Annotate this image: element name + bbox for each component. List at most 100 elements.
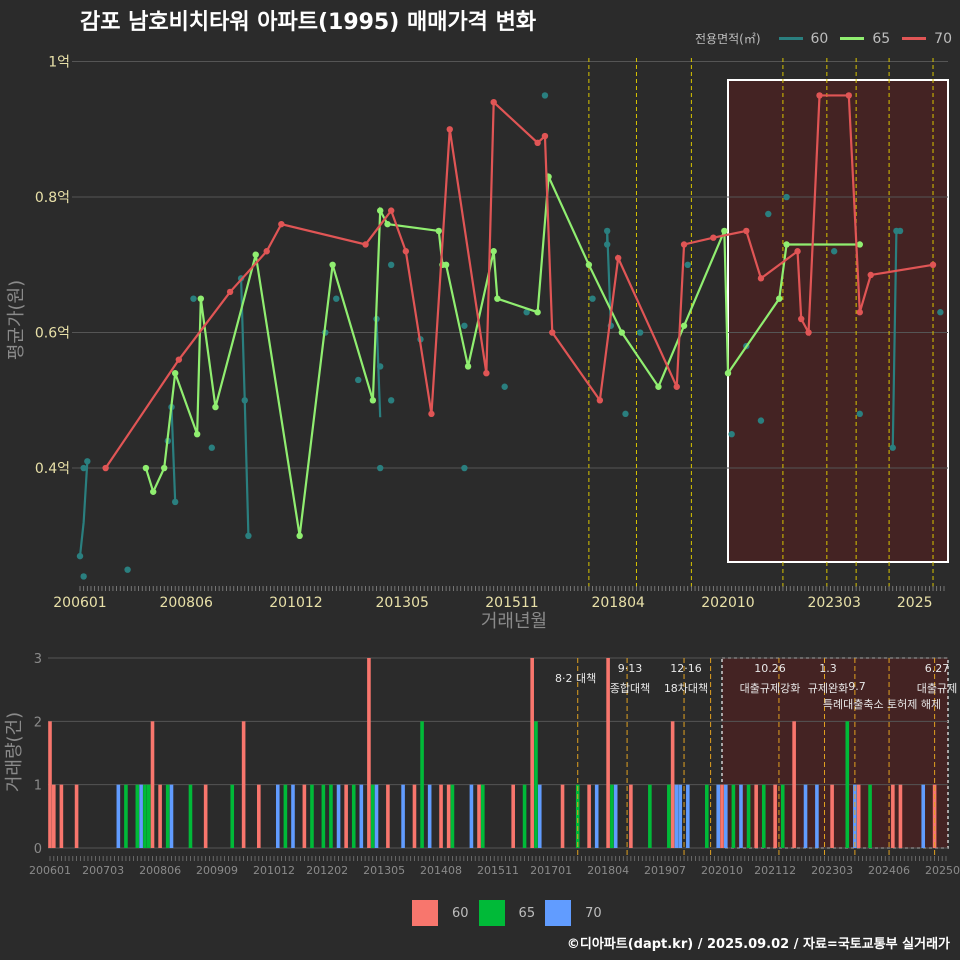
volume-bar-65 bbox=[370, 784, 375, 848]
top-legend-swatch-60 bbox=[778, 37, 803, 40]
volume-bar-70 bbox=[921, 784, 926, 848]
volume-bar-60 bbox=[898, 784, 903, 848]
series-point-70 bbox=[805, 329, 812, 336]
series-point-70 bbox=[446, 126, 453, 133]
volume-bar-65 bbox=[143, 784, 147, 848]
policy-annotation: 특례대출축소 토허제 해제 bbox=[823, 697, 941, 711]
volume-bar-65 bbox=[283, 784, 288, 848]
series-point-70 bbox=[710, 234, 717, 241]
volume-bar-70 bbox=[678, 784, 683, 848]
volume-bar-60 bbox=[891, 784, 895, 848]
series-point-65 bbox=[212, 403, 219, 411]
volume-bar-60 bbox=[150, 721, 155, 848]
volume-bar-60 bbox=[830, 784, 834, 848]
x-tick-label: 2025 bbox=[897, 595, 933, 611]
volume-bar-65 bbox=[534, 721, 538, 848]
series-point-60 bbox=[355, 376, 362, 384]
volume-bar-70 bbox=[594, 784, 599, 848]
series-point-60 bbox=[171, 498, 179, 506]
series-point-60 bbox=[333, 295, 340, 302]
volume-bar-70 bbox=[537, 784, 542, 848]
volume-bar-65 bbox=[420, 721, 424, 848]
y-tick-label: 0.4억 bbox=[35, 461, 70, 477]
series-point-70 bbox=[102, 464, 109, 472]
x-tick-label: 200601 bbox=[53, 595, 106, 611]
volume-bar-70 bbox=[374, 784, 379, 848]
series-point-70 bbox=[596, 397, 604, 404]
series-point-65 bbox=[435, 227, 442, 235]
volume-bar-60 bbox=[530, 658, 534, 848]
volume-bar-60 bbox=[446, 784, 451, 848]
policy-annotation: 8·2 대책 bbox=[555, 672, 596, 685]
source-footer: ©디아파트(dapt.kr) / 2025.09.02 / 자료=국토교통부 실… bbox=[566, 937, 950, 952]
volume-bar-65 bbox=[522, 784, 527, 848]
series-point-70 bbox=[278, 220, 285, 228]
series-point-65 bbox=[329, 261, 336, 268]
series-point-70 bbox=[614, 254, 622, 262]
bar-x-tick-label: 201907 bbox=[644, 864, 686, 877]
bar-y-axis-title: 거래량(건) bbox=[4, 712, 25, 792]
bar-x-tick-label: 201202 bbox=[306, 864, 348, 877]
y-axis-title: 평균가(원) bbox=[6, 280, 27, 360]
volume-bar-65 bbox=[329, 784, 333, 848]
volume-bar-60 bbox=[606, 658, 610, 848]
series-point-70 bbox=[757, 275, 765, 282]
top-legend: 전용면적(㎡) 60 65 70 bbox=[695, 30, 952, 47]
series-point-65 bbox=[384, 220, 391, 228]
series-point-65 bbox=[197, 295, 205, 302]
series-point-60 bbox=[387, 261, 395, 268]
bottom-legend-swatch-60 bbox=[412, 900, 438, 926]
bottom-legend-label-70: 70 bbox=[585, 905, 602, 921]
volume-bar-70 bbox=[803, 784, 808, 848]
series-point-70 bbox=[680, 241, 688, 248]
series-point-60 bbox=[636, 329, 644, 336]
series-point-70 bbox=[794, 248, 801, 255]
bar-y-tick-label: 3 bbox=[34, 652, 42, 667]
policy-annotation: 종합대책 bbox=[610, 682, 650, 695]
volume-bar-65 bbox=[351, 784, 356, 848]
series-point-60 bbox=[501, 383, 508, 390]
series-point-65 bbox=[171, 370, 179, 377]
series-point-60 bbox=[523, 309, 530, 316]
volume-bar-65 bbox=[124, 784, 128, 848]
volume-bar-60 bbox=[856, 784, 861, 848]
volume-bar-60 bbox=[158, 784, 162, 848]
bottom-legend-label-60: 60 bbox=[452, 905, 469, 921]
volume-bar-60 bbox=[48, 721, 52, 848]
series-point-70 bbox=[362, 241, 369, 248]
series-point-65 bbox=[193, 430, 201, 438]
series-point-60 bbox=[757, 417, 765, 424]
policy-annotation: 1.3 bbox=[819, 662, 837, 675]
series-point-60 bbox=[603, 241, 611, 248]
series-line-60 bbox=[170, 407, 177, 502]
series-point-60 bbox=[387, 397, 395, 404]
series-point-60 bbox=[830, 248, 838, 255]
volume-bar-65 bbox=[575, 784, 580, 848]
volume-bar-70 bbox=[336, 784, 341, 848]
top-legend-item-70: 70 bbox=[902, 31, 952, 47]
series-point-60 bbox=[622, 410, 629, 418]
bar-x-tick-label: 201408 bbox=[420, 864, 462, 877]
volume-bar-60 bbox=[754, 784, 758, 848]
volume-bar-70 bbox=[427, 784, 432, 848]
top-legend-swatch-70 bbox=[902, 37, 927, 40]
series-point-70 bbox=[402, 248, 410, 255]
y-tick-label: 1억 bbox=[48, 55, 70, 71]
volume-bar-60 bbox=[477, 784, 481, 848]
volume-bar-60 bbox=[792, 721, 796, 848]
volume-bar-70 bbox=[359, 784, 364, 848]
volume-bar-65 bbox=[705, 784, 709, 848]
bar-x-tick-label: 202010 bbox=[701, 864, 743, 877]
bar-x-tick-label: 202406 bbox=[868, 864, 910, 877]
policy-annotation: 대출규제 bbox=[917, 682, 957, 695]
series-point-70 bbox=[534, 139, 541, 147]
volume-bar-70 bbox=[275, 784, 280, 848]
volume-bar-65 bbox=[746, 784, 751, 848]
volume-bar-65 bbox=[310, 784, 314, 848]
volume-bar-60 bbox=[587, 784, 591, 848]
volume-bar-60 bbox=[344, 784, 348, 848]
bar-x-tick-label: 202303 bbox=[811, 864, 853, 877]
series-point-70 bbox=[549, 329, 556, 336]
series-point-60 bbox=[80, 573, 87, 580]
series-point-65 bbox=[655, 383, 662, 390]
